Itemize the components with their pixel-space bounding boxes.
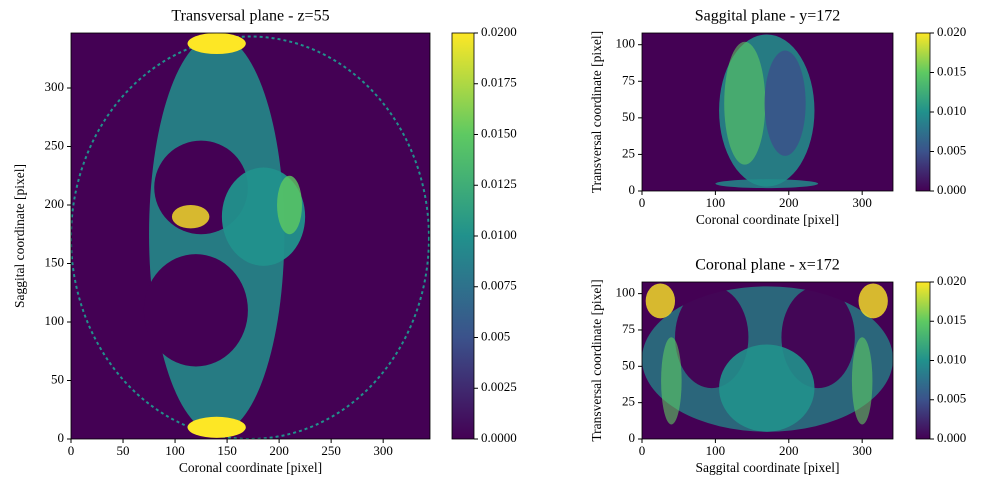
colorbar-tick-label: 0.000 bbox=[937, 430, 966, 445]
y-tick-label: 50 bbox=[622, 357, 635, 372]
colorbar-tick-label: 0.005 bbox=[937, 142, 966, 157]
y-tick-label: 200 bbox=[45, 196, 65, 211]
x-axis-label: Coronal coordinate [pixel] bbox=[696, 212, 839, 227]
y-axis-label: Saggital coordinate [pixel] bbox=[12, 164, 27, 308]
tissue bbox=[858, 283, 888, 319]
colorbar-tick-label: 0.015 bbox=[937, 63, 966, 78]
colorbar-tick-label: 0.0125 bbox=[481, 176, 517, 191]
x-axis-label: Saggital coordinate [pixel] bbox=[696, 460, 840, 475]
colorbar-tick-label: 0.000 bbox=[937, 182, 966, 197]
colorbar-tick-label: 0.005 bbox=[937, 391, 966, 406]
x-tick-label: 50 bbox=[117, 443, 130, 458]
tissue bbox=[661, 337, 682, 425]
x-tick-label: 100 bbox=[165, 443, 185, 458]
colorbar-tick-label: 0.0200 bbox=[481, 24, 517, 39]
colorbar-tick-label: 0.0150 bbox=[481, 125, 517, 140]
tissue bbox=[171, 204, 210, 229]
colorbar-tick-label: 0.015 bbox=[937, 312, 966, 327]
y-axis-label: Transversal coordinate [pixel] bbox=[589, 279, 604, 441]
y-tick-label: 50 bbox=[51, 371, 64, 386]
x-axis-label: Coronal coordinate [pixel] bbox=[179, 460, 322, 475]
y-tick-label: 150 bbox=[45, 254, 65, 269]
colorbar-tick-label: 0.010 bbox=[937, 103, 966, 118]
y-tick-label: 50 bbox=[622, 109, 635, 124]
axes-frame bbox=[641, 281, 894, 440]
axes-frame bbox=[70, 32, 431, 440]
chart-title: Coronal plane - x=172 bbox=[695, 257, 840, 274]
chart-title: Saggital plane - y=172 bbox=[695, 8, 840, 25]
x-tick-label: 200 bbox=[269, 443, 289, 458]
y-tick-label: 0 bbox=[629, 182, 636, 197]
y-tick-label: 25 bbox=[622, 145, 635, 160]
colorbar bbox=[451, 32, 475, 440]
x-tick-label: 100 bbox=[706, 443, 726, 458]
tissue bbox=[764, 50, 806, 156]
x-tick-label: 200 bbox=[779, 443, 799, 458]
y-tick-label: 75 bbox=[622, 72, 635, 87]
tissue bbox=[277, 175, 303, 235]
x-tick-label: 250 bbox=[321, 443, 341, 458]
colorbar-tick-label: 0.005 bbox=[481, 328, 510, 343]
colorbar bbox=[915, 281, 931, 440]
tissue bbox=[187, 416, 246, 438]
colorbar-tick-label: 0.020 bbox=[937, 273, 966, 288]
colorbar-tick-label: 0.0175 bbox=[481, 75, 517, 90]
x-tick-label: 0 bbox=[68, 443, 75, 458]
tissue bbox=[851, 337, 873, 425]
y-tick-label: 300 bbox=[45, 79, 65, 94]
y-tick-label: 0 bbox=[629, 430, 636, 445]
colorbar bbox=[915, 32, 931, 192]
chart-title: Transversal plane - z=55 bbox=[171, 8, 329, 25]
y-tick-label: 100 bbox=[45, 313, 65, 328]
y-tick-label: 0 bbox=[58, 430, 65, 445]
x-tick-label: 0 bbox=[639, 195, 646, 210]
image bbox=[642, 282, 893, 439]
x-tick-label: 300 bbox=[852, 195, 872, 210]
y-tick-label: 100 bbox=[616, 285, 636, 300]
x-tick-label: 300 bbox=[373, 443, 393, 458]
x-tick-label: 0 bbox=[639, 443, 646, 458]
tissue bbox=[143, 254, 248, 367]
tissue bbox=[715, 179, 819, 189]
y-tick-label: 250 bbox=[45, 137, 65, 152]
fov-ring bbox=[71, 35, 430, 439]
tissue bbox=[719, 344, 815, 432]
y-tick-label: 75 bbox=[622, 321, 635, 336]
colorbar-tick-label: 0.010 bbox=[937, 351, 966, 366]
x-tick-label: 100 bbox=[706, 195, 726, 210]
colorbar-tick-label: 0.020 bbox=[937, 24, 966, 39]
tissue bbox=[724, 41, 766, 165]
tissue bbox=[645, 283, 676, 319]
axes-frame bbox=[641, 32, 894, 192]
colorbar-tick-label: 0.0075 bbox=[481, 278, 517, 293]
x-tick-label: 150 bbox=[217, 443, 237, 458]
colorbar-tick-label: 0.0025 bbox=[481, 379, 517, 394]
y-axis-label: Transversal coordinate [pixel] bbox=[589, 31, 604, 193]
y-tick-label: 100 bbox=[616, 36, 636, 51]
x-tick-label: 200 bbox=[779, 195, 799, 210]
colorbar-tick-label: 0.0000 bbox=[481, 430, 517, 445]
tissue bbox=[187, 33, 246, 55]
colorbar-tick-label: 0.0100 bbox=[481, 227, 517, 242]
image bbox=[642, 33, 893, 191]
x-tick-label: 300 bbox=[852, 443, 872, 458]
y-tick-label: 25 bbox=[622, 394, 635, 409]
image bbox=[71, 33, 430, 439]
